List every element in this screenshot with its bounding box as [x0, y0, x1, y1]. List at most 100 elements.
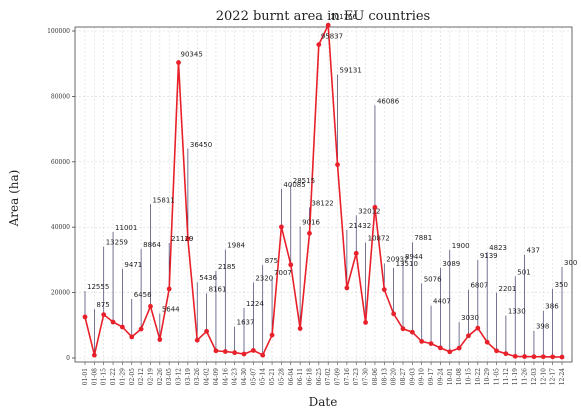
data-point: [120, 324, 125, 330]
y-axis-ticks: 0 20000 40000 60000 80000 100000: [47, 28, 75, 362]
y-tick-label: 40000: [51, 224, 70, 231]
data-point: [138, 326, 144, 332]
data-label: 8864: [143, 241, 161, 249]
data-point: [344, 285, 350, 291]
x-tick-label: 09-10: [419, 368, 426, 385]
x-tick-label: 10-22: [475, 368, 482, 385]
data-point: [372, 204, 378, 210]
data-label: 13259: [106, 239, 128, 247]
data-label: 11001: [115, 224, 137, 232]
data-point: [241, 351, 247, 357]
data-point: [185, 236, 191, 242]
x-tick-label: 07-02: [325, 368, 332, 385]
data-point: [484, 339, 490, 345]
x-tick-label: 10-29: [484, 368, 491, 385]
data-point: [447, 349, 453, 355]
x-tick-label: 07-09: [335, 368, 342, 385]
data-point: [148, 303, 153, 309]
x-tick-label: 10-01: [447, 368, 454, 385]
data-point: [335, 162, 340, 168]
y-tick-label: 0: [66, 355, 70, 362]
x-tick-label: 09-24: [437, 368, 444, 385]
x-tick-label: 05-14: [260, 368, 267, 385]
x-tick-label: 02-26: [157, 368, 164, 385]
x-tick-label: 06-18: [306, 368, 313, 385]
x-tick-label: 01-22: [110, 368, 117, 385]
data-point: [475, 325, 481, 331]
data-label: 398: [536, 323, 549, 331]
y-tick-label: 100000: [47, 28, 70, 35]
data-label: 46086: [377, 97, 400, 105]
data-label: 2185: [218, 263, 236, 271]
data-label: 875: [96, 301, 109, 309]
data-point: [204, 328, 209, 334]
data-label: 10872: [368, 234, 390, 242]
data-label: 5644: [162, 306, 180, 314]
data-point: [110, 319, 116, 325]
x-tick-label: 01-08: [91, 368, 98, 385]
x-tick-label: 02-12: [138, 368, 145, 385]
data-point: [409, 329, 415, 335]
x-tick-label: 01-15: [101, 368, 108, 385]
data-point: [363, 320, 368, 325]
x-tick-label: 12-17: [550, 368, 557, 385]
data-point: [279, 224, 284, 230]
x-tick-label: 08-13: [381, 368, 388, 385]
x-tick-label: 04-09: [213, 368, 220, 385]
data-label: 3089: [442, 260, 460, 268]
data-label: 40085: [283, 181, 305, 189]
data-point: [269, 332, 275, 338]
data-label: 3030: [461, 314, 479, 322]
x-tick-label: 04-30: [241, 368, 248, 385]
x-tick-label: 08-27: [400, 368, 407, 385]
data-label: 437: [527, 247, 540, 255]
x-tick-label: 07-30: [363, 368, 370, 385]
y-tick-label: 20000: [51, 290, 70, 297]
data-point: [438, 345, 443, 351]
data-point: [550, 354, 556, 360]
data-label: 32012: [358, 207, 380, 215]
data-label: 8161: [209, 285, 227, 293]
data-label: 9016: [302, 219, 320, 227]
data-label: 5436: [199, 274, 217, 282]
data-point: [129, 334, 135, 340]
data-label: 9471: [124, 261, 142, 269]
data-label: 38122: [311, 199, 333, 207]
data-label: 501: [517, 268, 530, 276]
x-tick-label: 03-26: [194, 368, 201, 385]
x-tick-label: 06-04: [288, 368, 295, 385]
x-tick-label: 11-26: [522, 368, 529, 385]
data-label: 2320: [255, 274, 273, 282]
data-point: [531, 354, 537, 360]
grid: [75, 27, 572, 362]
data-label: 90345: [181, 51, 203, 59]
data-point: [494, 348, 499, 354]
data-point: [466, 333, 471, 339]
data-label: 9139: [480, 252, 498, 260]
y-tick-label: 60000: [51, 159, 70, 166]
data-label: 12555: [87, 283, 109, 291]
y-axis-title: Area (ha): [7, 170, 21, 228]
data-label: 4407: [433, 298, 451, 306]
x-tick-label: 08-20: [391, 368, 398, 385]
x-axis-title: Date: [309, 395, 338, 409]
x-tick-label: 09-03: [409, 368, 416, 385]
data-label: 101766: [330, 13, 357, 21]
data-label: 6807: [470, 282, 488, 290]
series-line: [84, 22, 563, 358]
data-label: 7007: [274, 269, 292, 277]
data-label: 59131: [340, 67, 362, 75]
data-label: 386: [545, 303, 559, 311]
x-tick-label: 12-10: [540, 368, 547, 385]
series-markers: [82, 22, 565, 360]
data-label: 350: [555, 281, 568, 289]
data-point: [307, 230, 312, 236]
data-point: [316, 42, 322, 48]
data-label: 7881: [414, 234, 432, 242]
x-tick-label: 05-21: [269, 368, 276, 385]
x-axis-ticks: 01-01 01-08 01-15 01-22 01-29 02-05 02-12 02-19…: [82, 362, 566, 385]
x-tick-label: 10-15: [465, 368, 472, 385]
x-tick-label: 06-11: [297, 368, 304, 385]
data-label: 6456: [134, 291, 152, 299]
data-label: 13510: [396, 260, 418, 268]
